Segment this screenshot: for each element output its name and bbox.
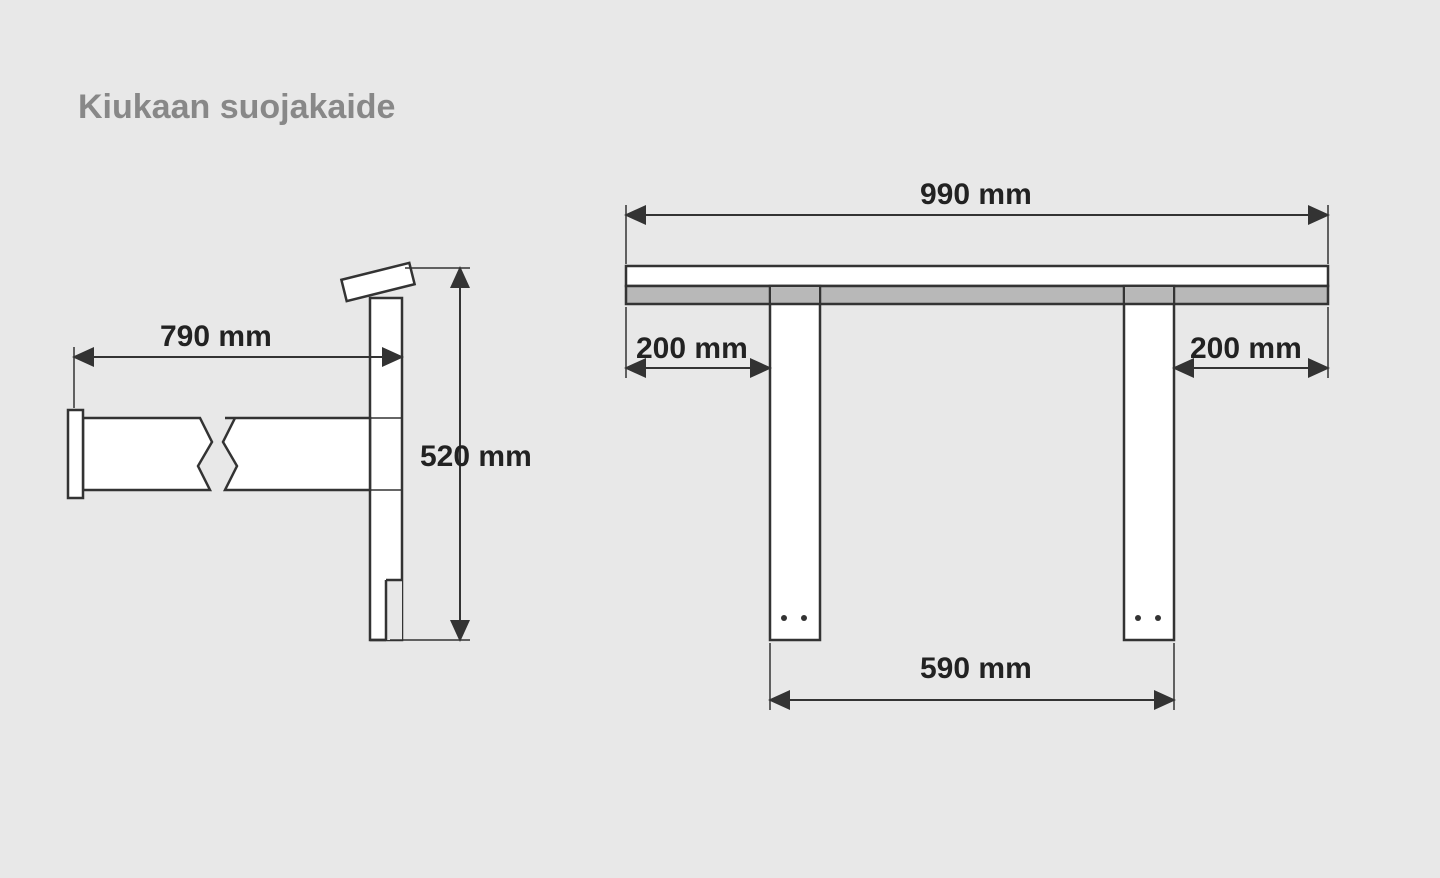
dim-590: 590 mm [920,652,1032,686]
dim-200-right: 200 mm [1190,332,1302,366]
dim-790: 790 mm [160,320,272,354]
dim-990: 990 mm [920,178,1032,212]
front-view [626,205,1328,710]
dim-520: 520 mm [420,440,532,474]
dim-200-left: 200 mm [636,332,748,366]
technical-drawing [0,0,1440,878]
